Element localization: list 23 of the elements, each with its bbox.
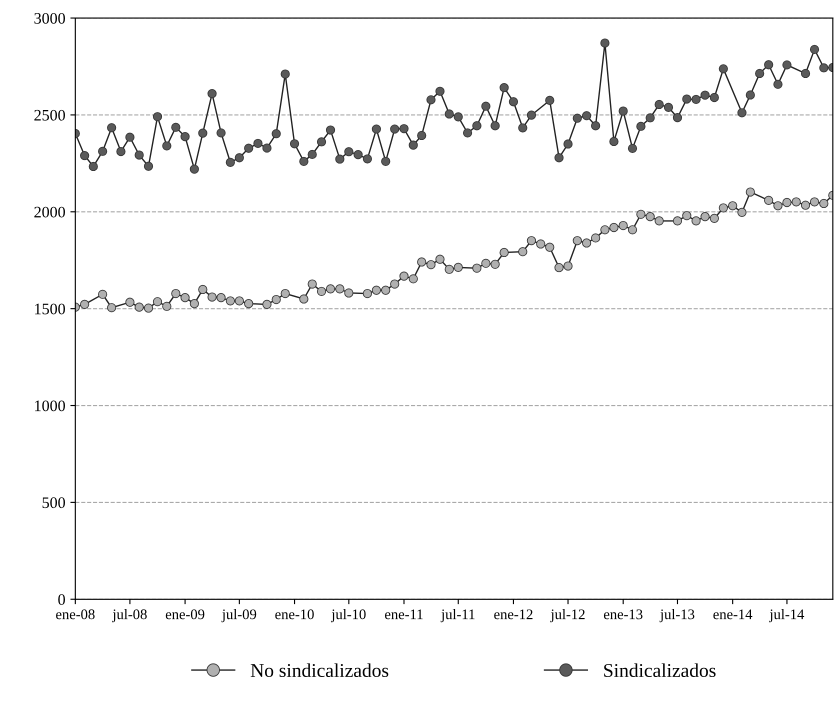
y-tick-label: 500 [42, 497, 65, 508]
y-tick-label: 2000 [34, 206, 65, 218]
x-tick-label: ene-12 [494, 609, 532, 620]
y-tick-label: 0 [58, 594, 65, 605]
y-tick-label: 1000 [35, 400, 65, 412]
x-tick-label: ene-08 [56, 609, 95, 620]
x-tick-label: jul-13 [660, 608, 694, 622]
x-tick-label: jul-09 [222, 608, 256, 622]
x-tick-label: jul-08 [112, 608, 147, 622]
x-tick-label: ene-11 [384, 609, 423, 620]
x-tick-label: ene-10 [275, 609, 314, 620]
x-tick-label: jul-14 [769, 608, 804, 622]
y-tick-label: 3000 [34, 12, 65, 24]
x-tick-label: jul-10 [330, 608, 366, 622]
x-tick-label: ene-09 [166, 609, 204, 620]
x-tick-label: jul-11 [440, 608, 475, 622]
y-tick-label: 2500 [34, 110, 65, 121]
x-tick-label: ene-14 [713, 609, 752, 620]
x-tick-label: jul-12 [550, 608, 585, 622]
x-tick-label: ene-13 [604, 609, 642, 620]
legend-label: No sindicalizados [250, 663, 388, 678]
y-tick-label: 1500 [35, 304, 65, 314]
legend-label: Sindicalizados [604, 663, 716, 678]
